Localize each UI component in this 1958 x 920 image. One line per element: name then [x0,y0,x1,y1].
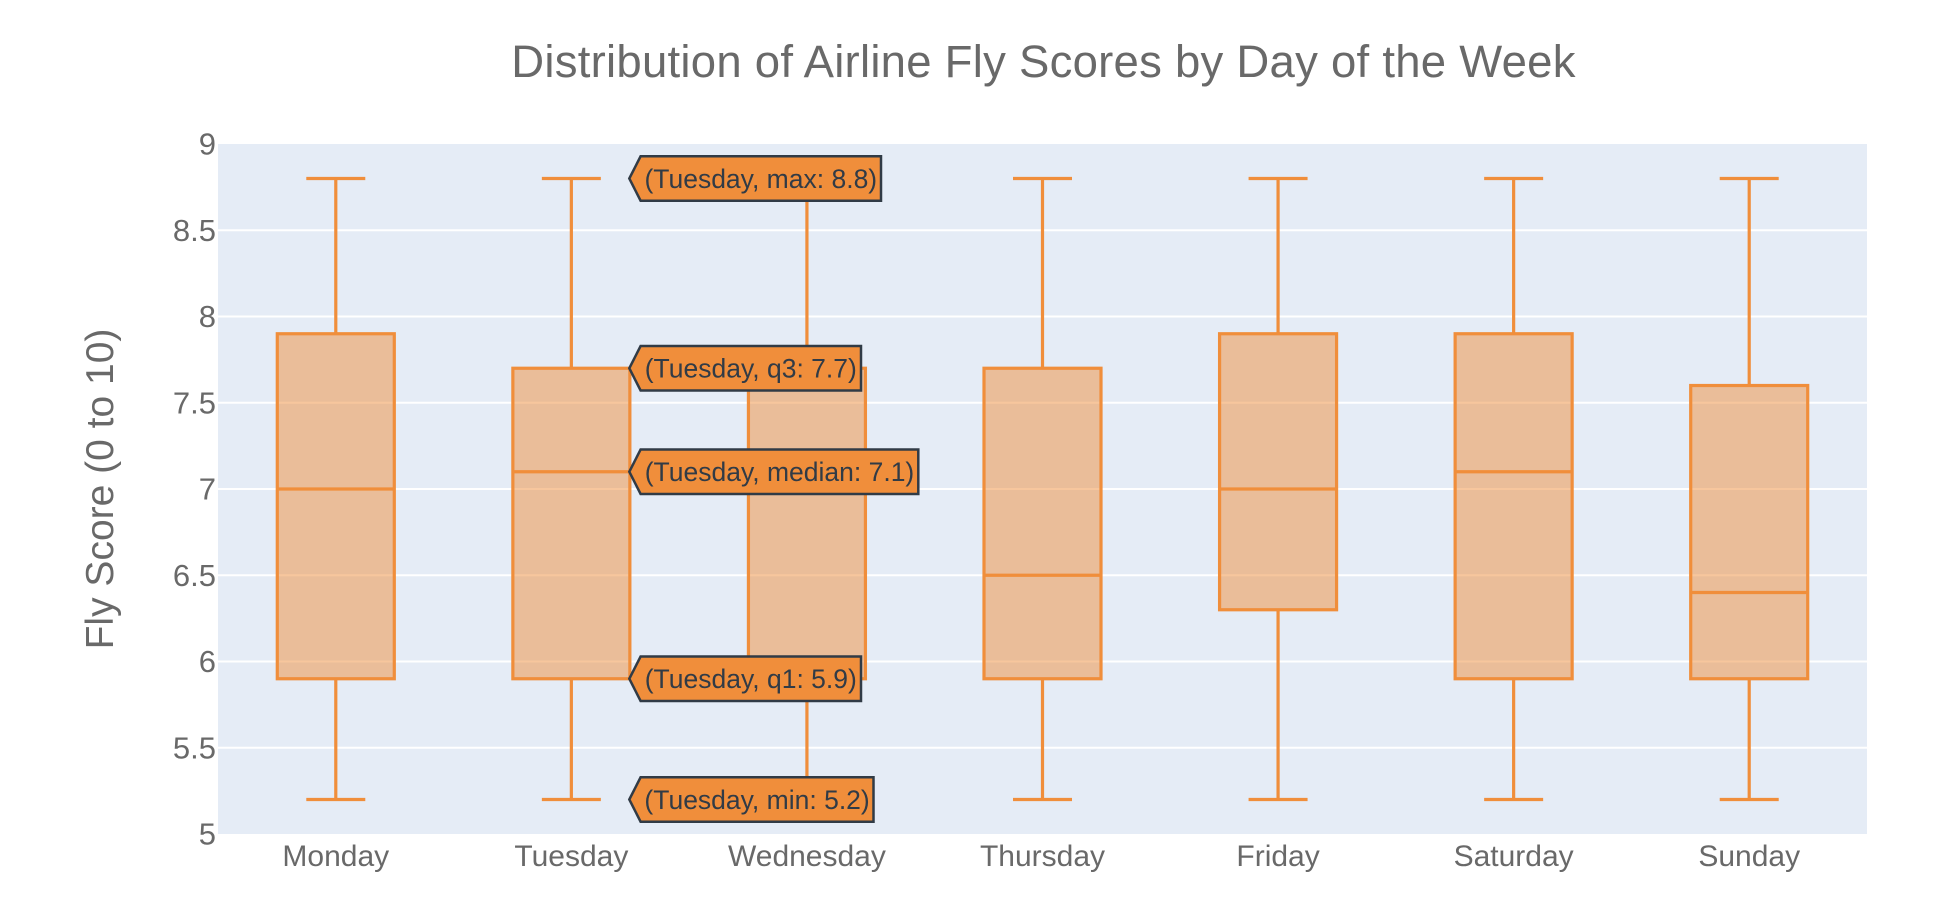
svg-text:Monday: Monday [282,840,389,873]
svg-text:Fly Score (0 to 10): Fly Score (0 to 10) [79,329,122,650]
svg-text:7: 7 [199,472,216,507]
svg-text:7.5: 7.5 [173,385,216,420]
svg-text:Saturday: Saturday [1454,840,1574,873]
svg-text:Friday: Friday [1236,840,1319,873]
svg-text:(Tuesday, q1: 5.9): (Tuesday, q1: 5.9) [645,664,857,694]
svg-text:6: 6 [199,644,216,679]
svg-text:(Tuesday, max: 8.8): (Tuesday, max: 8.8) [644,164,877,194]
svg-text:5: 5 [199,817,216,852]
svg-text:Thursday: Thursday [980,840,1105,873]
svg-text:(Tuesday, median: 7.1): (Tuesday, median: 7.1) [645,457,915,487]
svg-text:(Tuesday, min: 5.2): (Tuesday, min: 5.2) [644,785,869,815]
svg-text:(Tuesday, q3: 7.7): (Tuesday, q3: 7.7) [645,354,857,384]
svg-text:Tuesday: Tuesday [514,840,628,873]
svg-text:8: 8 [199,299,216,334]
svg-text:Sunday: Sunday [1698,840,1800,873]
svg-text:Wednesday: Wednesday [728,840,886,873]
svg-text:6.5: 6.5 [173,558,216,593]
svg-text:9: 9 [199,127,216,162]
svg-text:5.5: 5.5 [173,731,216,766]
svg-text:Distribution of Airline Fly Sc: Distribution of Airline Fly Scores by Da… [511,36,1575,87]
svg-text:8.5: 8.5 [173,213,216,248]
